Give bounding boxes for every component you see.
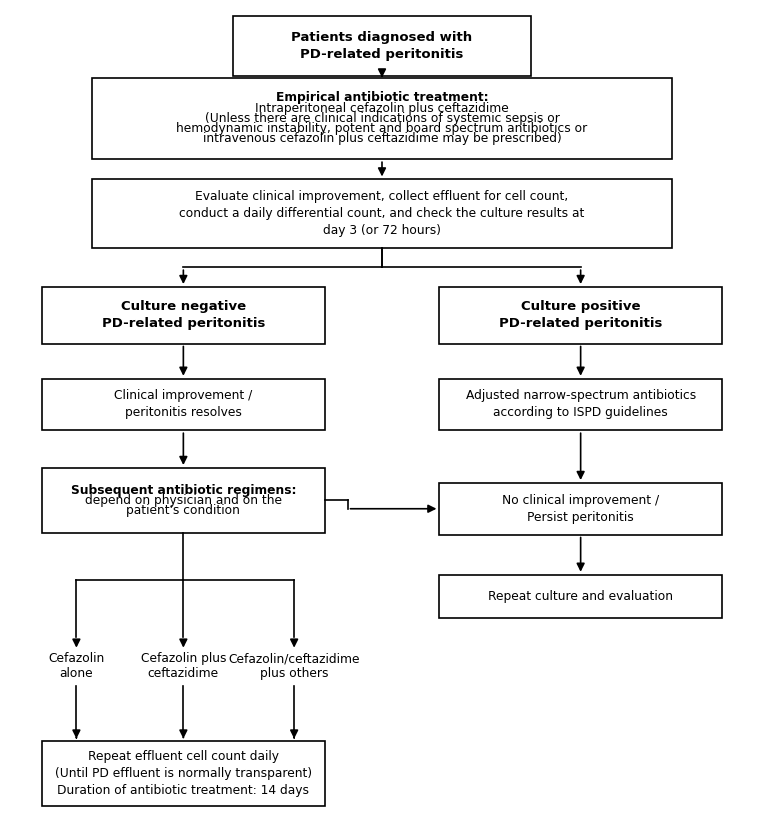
Bar — [439, 379, 722, 430]
Text: depend on physician and on the: depend on physician and on the — [85, 494, 282, 507]
Text: Cefazolin
alone: Cefazolin alone — [48, 652, 105, 681]
Text: Evaluate clinical improvement, collect effluent for cell count,
conduct a daily : Evaluate clinical improvement, collect e… — [180, 190, 584, 237]
Bar — [42, 379, 325, 430]
Text: hemodynamic instability, potent and board spectrum antibiotics or: hemodynamic instability, potent and boar… — [176, 123, 588, 135]
Text: Adjusted narrow-spectrum antibiotics
according to ISPD guidelines: Adjusted narrow-spectrum antibiotics acc… — [465, 389, 696, 420]
Text: Empirical antibiotic treatment:: Empirical antibiotic treatment: — [276, 92, 488, 104]
Text: Repeat culture and evaluation: Repeat culture and evaluation — [488, 590, 673, 603]
Bar — [439, 483, 722, 535]
Text: patient's condition: patient's condition — [126, 505, 241, 517]
Text: No clinical improvement /
Persist peritonitis: No clinical improvement / Persist perito… — [502, 494, 659, 524]
Text: Patients diagnosed with
PD-related peritonitis: Patients diagnosed with PD-related perit… — [291, 31, 473, 61]
Bar — [42, 287, 325, 344]
Text: Intraperitoneal cefazolin plus ceftazidime: Intraperitoneal cefazolin plus ceftazidi… — [255, 102, 509, 114]
Text: Subsequent antibiotic regimens:: Subsequent antibiotic regimens: — [70, 484, 296, 496]
Bar — [233, 16, 531, 76]
Text: Cefazolin/ceftazidime
plus others: Cefazolin/ceftazidime plus others — [228, 652, 360, 681]
Text: Cefazolin plus
ceftazidime: Cefazolin plus ceftazidime — [141, 652, 226, 681]
Bar — [92, 78, 672, 159]
Text: Clinical improvement /
peritonitis resolves: Clinical improvement / peritonitis resol… — [115, 389, 252, 420]
Bar — [92, 179, 672, 248]
Text: Culture positive
PD-related peritonitis: Culture positive PD-related peritonitis — [499, 300, 662, 330]
Bar — [42, 468, 325, 533]
Bar — [439, 287, 722, 344]
Text: intravenous cefazolin plus ceftazidime may be prescribed): intravenous cefazolin plus ceftazidime m… — [202, 133, 562, 145]
Text: Repeat effluent cell count daily
(Until PD effluent is normally transparent)
Dur: Repeat effluent cell count daily (Until … — [55, 751, 312, 797]
Text: Culture negative
PD-related peritonitis: Culture negative PD-related peritonitis — [102, 300, 265, 330]
Bar — [439, 575, 722, 618]
Text: (Unless there are clinical indications of systemic sepsis or: (Unless there are clinical indications o… — [205, 112, 559, 125]
Bar — [42, 741, 325, 806]
